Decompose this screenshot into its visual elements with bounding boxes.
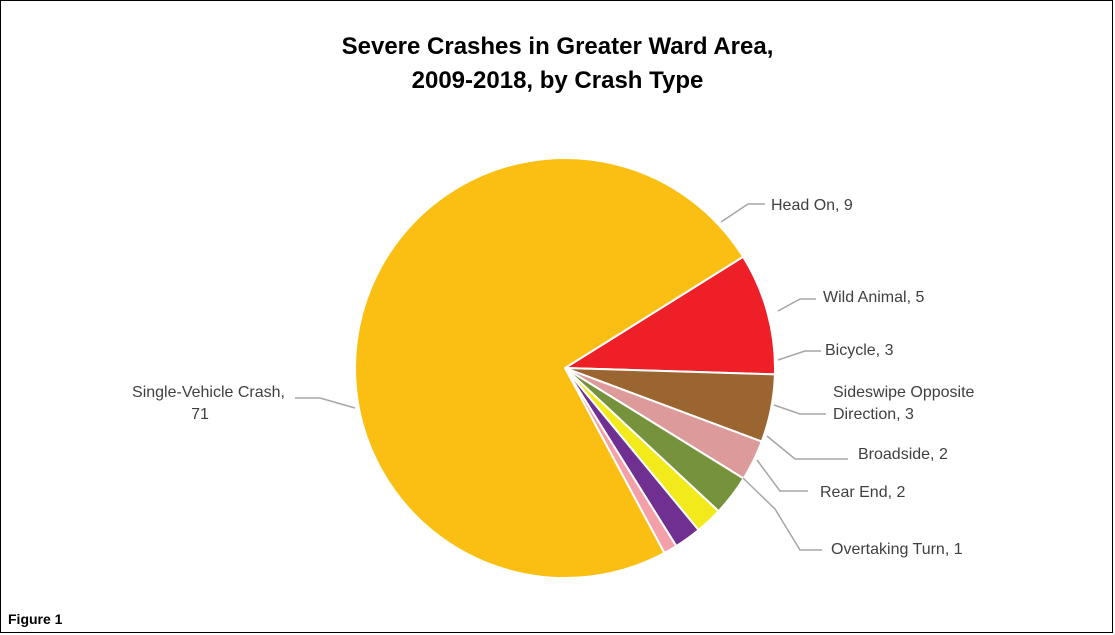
slice-label-rear-end: Rear End, 2 (820, 484, 905, 501)
slice-label-overtaking-turn: Overtaking Turn, 1 (831, 541, 963, 558)
slice-label-bicycle: Bicycle, 3 (825, 342, 894, 359)
pie-slices (354, 157, 776, 579)
slice-label-broadside: Broadside, 2 (858, 446, 948, 463)
leader-line-broadside (766, 435, 848, 460)
leader-line-single-vehicle-crash (295, 397, 356, 409)
slice-label-line: Sideswipe Opposite (833, 384, 975, 401)
pie-slice-single-vehicle-crash (354, 157, 745, 579)
chart-title-line-1: Severe Crashes in Greater Ward Area, (341, 33, 774, 60)
slice-label-line: Single-Vehicle Crash, (132, 384, 285, 401)
slice-label-line: 71 (191, 406, 209, 423)
slice-labels: Head On, 9 Wild Animal, 5 Bicycle, 3 Sidesw… (132, 197, 974, 558)
slice-label-sideswipe-opposite-direction: Sideswipe Opposite Direction, 3 (833, 384, 975, 423)
chart-title-line-2: 2009-2018, by Crash Type (411, 67, 704, 94)
pie-slice-head-on (564, 255, 776, 376)
leader-line-sideswipe-opposite-direction (773, 404, 826, 415)
leader-line-rear-end (756, 459, 808, 492)
slice-label-line: Rear End, 2 (820, 484, 905, 501)
figure-label: Figure 1 (8, 611, 63, 627)
slice-label-line: Bicycle, 3 (825, 342, 894, 359)
slice-label-line: Broadside, 2 (858, 446, 948, 463)
leader-lines (295, 203, 848, 551)
slice-label-line: Wild Animal, 5 (823, 289, 924, 306)
slice-label-head-on: Head On, 9 (771, 197, 853, 214)
slice-label-wild-animal: Wild Animal, 5 (823, 289, 924, 306)
leader-line-overtaking-turn (742, 477, 822, 551)
leader-line-bicycle (777, 350, 821, 361)
chart-title: Severe Crashes in Greater Ward Area, 200… (0, 30, 1115, 98)
slice-label-single-vehicle-crash: Single-Vehicle Crash, 71 (132, 384, 285, 423)
leader-line-head-on (720, 203, 765, 223)
slice-label-line: Overtaking Turn, 1 (831, 541, 963, 558)
leader-line-wild-animal (777, 298, 816, 312)
slice-label-line: Head On, 9 (771, 197, 853, 214)
slice-label-line: Direction, 3 (833, 406, 914, 423)
